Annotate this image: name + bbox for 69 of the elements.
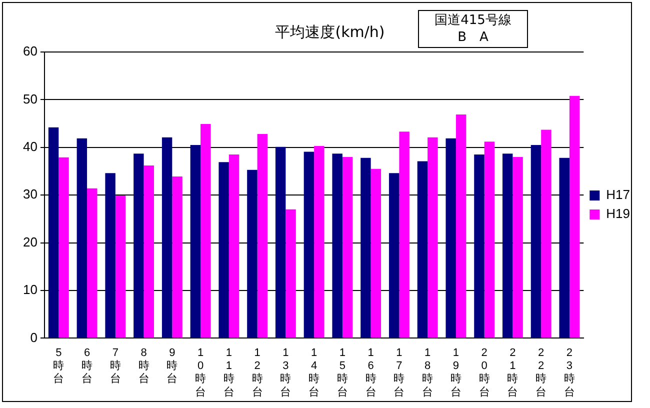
bar [370, 168, 382, 338]
x-tick-label: 20時台 [478, 346, 490, 398]
x-tick-label: 22時台 [536, 346, 547, 398]
x-tick-label: 18時台 [422, 346, 434, 398]
bar [200, 124, 211, 338]
bar [399, 132, 410, 338]
bar [144, 166, 154, 338]
x-tick-label: 23時台 [564, 346, 575, 398]
legend-label: H19 [606, 206, 630, 222]
y-tick-label: 10 [22, 282, 38, 298]
bar [76, 138, 88, 338]
bar [360, 158, 371, 338]
bar [275, 146, 286, 338]
x-tick-label: 15時台 [336, 346, 348, 398]
x-tick-label: 7時台 [110, 346, 121, 386]
bar [228, 154, 240, 338]
bar [428, 137, 438, 338]
bar [569, 96, 580, 338]
bar [474, 154, 484, 338]
bar [314, 146, 324, 338]
x-tick-label: 12時台 [252, 346, 263, 398]
x-tick-label: 10時台 [195, 346, 206, 398]
bar [332, 154, 342, 338]
x-tick-label: 8時台 [138, 346, 150, 386]
legend-label: H17 [606, 187, 630, 202]
bar [541, 130, 552, 338]
bar [484, 142, 495, 338]
bar [512, 156, 523, 338]
bar [162, 137, 172, 338]
x-tick-label: 5時台 [53, 346, 64, 386]
y-tick-label: 40 [22, 138, 38, 154]
bar [257, 134, 268, 338]
bar [134, 154, 144, 338]
x-tick-label: 6時台 [82, 346, 93, 386]
bar [304, 152, 314, 338]
bar [247, 170, 258, 338]
x-tick-label: 17時台 [394, 346, 405, 398]
bar [456, 114, 466, 338]
bar [342, 156, 353, 338]
x-tick-label: 21時台 [507, 346, 518, 398]
x-tick-label: 16時台 [365, 346, 376, 398]
bar [559, 158, 570, 338]
y-tick-label: 20 [22, 234, 38, 250]
bar [172, 176, 182, 338]
y-tick-label: 0 [30, 330, 38, 345]
x-tick-label: 13時台 [280, 346, 292, 398]
y-tick-label: 30 [22, 186, 38, 202]
bar [446, 138, 456, 338]
text: 国道415号線 [434, 12, 512, 29]
text: B A [456, 29, 490, 46]
x-tick-label: 14時台 [308, 346, 320, 398]
bar [218, 162, 229, 338]
bar [388, 173, 400, 338]
bar [48, 127, 59, 338]
bar [417, 161, 428, 338]
x-tick-label: 9時台 [166, 346, 178, 386]
bar [87, 188, 98, 338]
chart-title: 平均速度(km/h) [275, 22, 385, 41]
bar [115, 196, 126, 338]
bar [190, 145, 201, 338]
x-tick-label: 19時台 [450, 346, 462, 398]
x-tick-label: 11時台 [223, 346, 234, 398]
y-tick-label: 50 [22, 91, 38, 106]
bar [58, 157, 69, 338]
bar [105, 173, 116, 338]
bar [530, 145, 542, 338]
bar [502, 154, 513, 338]
y-tick-label: 60 [22, 44, 38, 59]
bar [286, 209, 296, 338]
